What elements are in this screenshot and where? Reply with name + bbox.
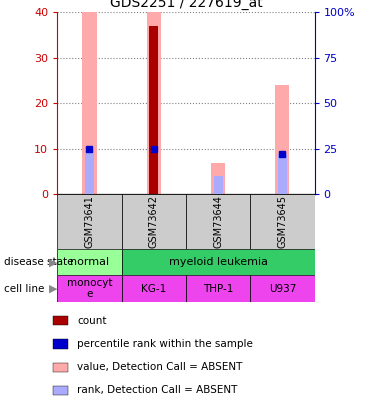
Text: GSM73644: GSM73644	[213, 195, 223, 248]
Text: disease state: disease state	[4, 257, 73, 267]
Bar	[275, 85, 289, 194]
Text: count: count	[77, 315, 107, 326]
Text: ▶: ▶	[50, 284, 58, 294]
Bar	[53, 386, 68, 395]
Bar	[211, 162, 225, 194]
Bar	[186, 275, 250, 302]
Title: GDS2251 / 227619_at: GDS2251 / 227619_at	[110, 0, 262, 10]
Text: GSM73642: GSM73642	[149, 195, 159, 248]
Text: cell line: cell line	[4, 284, 44, 294]
Bar	[250, 275, 314, 302]
Text: ▶: ▶	[50, 257, 58, 267]
Bar	[57, 194, 122, 249]
Bar	[85, 151, 94, 194]
Text: value, Detection Call = ABSENT: value, Detection Call = ABSENT	[77, 362, 242, 372]
Text: THP-1: THP-1	[203, 284, 233, 294]
Bar	[57, 249, 122, 275]
Bar	[53, 362, 68, 372]
Bar	[53, 339, 68, 349]
Text: U937: U937	[269, 284, 296, 294]
Text: KG-1: KG-1	[141, 284, 166, 294]
Bar	[83, 12, 97, 194]
Text: percentile rank within the sample: percentile rank within the sample	[77, 339, 253, 349]
Bar	[147, 12, 161, 194]
Bar	[186, 194, 250, 249]
Bar	[53, 316, 68, 325]
Bar	[278, 154, 287, 194]
Bar	[122, 275, 186, 302]
Bar	[213, 176, 223, 194]
Bar	[149, 26, 158, 194]
Text: GSM73645: GSM73645	[278, 195, 287, 248]
Bar	[122, 194, 186, 249]
Text: myeloid leukemia: myeloid leukemia	[169, 257, 268, 267]
Bar	[250, 194, 314, 249]
Text: normal: normal	[70, 257, 109, 267]
Text: GSM73641: GSM73641	[84, 195, 94, 248]
Text: monocyt
e: monocyt e	[67, 278, 112, 299]
Bar	[57, 275, 122, 302]
Bar	[122, 249, 314, 275]
Text: rank, Detection Call = ABSENT: rank, Detection Call = ABSENT	[77, 386, 238, 395]
